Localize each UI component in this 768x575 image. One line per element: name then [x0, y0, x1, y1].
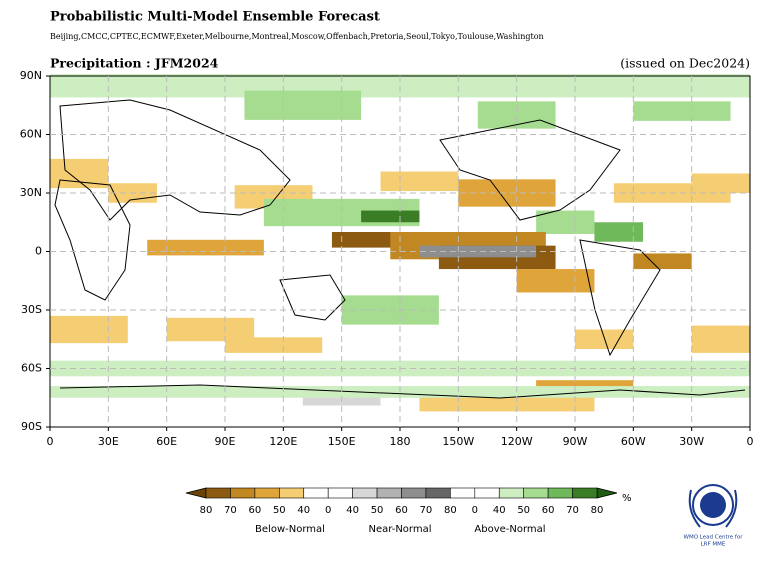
centres: Beijing,CMCC,CPTEC,ECMWF,Exeter,Melbourn… — [50, 32, 544, 41]
anomaly-patch — [331, 232, 400, 248]
colorbar-segment — [205, 487, 231, 499]
colorbar-label: 40 — [346, 505, 359, 516]
colorbar-label: 70 — [224, 505, 237, 516]
coastline — [59, 384, 746, 399]
lat-label: 60N — [20, 128, 42, 141]
anomaly-patch — [536, 210, 595, 234]
colorbar-segment — [254, 487, 280, 499]
anomaly-patch — [50, 315, 128, 344]
colorbar-segment — [474, 487, 500, 499]
colorbar-segment — [572, 487, 598, 499]
lon-label: 90W — [563, 435, 588, 448]
lat-label: 30S — [21, 303, 42, 316]
lat-label: 60S — [21, 362, 42, 375]
anomaly-patch — [225, 337, 323, 353]
lon-label: 180 — [390, 435, 411, 448]
colorbar-segment — [303, 487, 329, 499]
lat-label: 0 — [35, 245, 42, 258]
anomaly-patch — [594, 222, 644, 242]
colorbar-label: 50 — [273, 505, 286, 516]
anomaly-patch — [516, 269, 595, 293]
lon-label: 0 — [747, 435, 754, 448]
lon-label: 60E — [156, 435, 177, 448]
logo-ring — [692, 484, 734, 526]
anomaly-patch — [147, 239, 264, 256]
colorbar-label: 80 — [591, 505, 604, 516]
logo-globe — [700, 492, 726, 518]
colorbar-category: Above-Normal — [474, 524, 545, 535]
anomaly-patch — [380, 171, 459, 192]
colorbar-label: 50 — [517, 505, 530, 516]
anomaly-patch — [166, 317, 255, 342]
lon-label: 30W — [679, 435, 704, 448]
colorbar-arrow — [596, 487, 618, 499]
logo-text: LRF MME — [701, 542, 726, 548]
colorbar-segment — [547, 487, 573, 499]
colorbar-label: 60 — [249, 505, 262, 516]
colorbar-segment — [327, 487, 353, 499]
colorbar-label: 0 — [472, 505, 478, 516]
lat-label: 90N — [20, 69, 42, 82]
lon-label: 150W — [442, 435, 474, 448]
colorbar-arrow — [185, 487, 207, 499]
colorbar-segment — [401, 487, 427, 499]
colorbar-segment — [523, 487, 549, 499]
colorbar-label: 40 — [297, 505, 310, 516]
anomaly-patch — [477, 101, 556, 129]
colorbar: 80 70 60 50 40 0 40 50 60 70 80 0 40 50 60 70 80% Below-N… — [185, 487, 632, 535]
colorbar-label: 40 — [493, 505, 506, 516]
lon-label: 150E — [328, 435, 356, 448]
title: Probabilistic Multi-Model Ensemble Forec… — [50, 10, 380, 25]
coastline — [54, 179, 131, 301]
anomaly-patch — [361, 210, 420, 223]
lon-label: 30E — [98, 435, 119, 448]
lon-label: 60W — [621, 435, 646, 448]
anomaly-patch — [419, 245, 537, 258]
colorbar-category: Below-Normal — [255, 524, 325, 535]
colorbar-label: 80 — [200, 505, 213, 516]
lat-label: 90S — [21, 420, 42, 433]
logo-laurels — [688, 489, 738, 528]
anomaly-patch — [575, 329, 634, 349]
lon-label: 90E — [215, 435, 236, 448]
wmo-logo: WMO Lead Centre for LRF MME — [684, 484, 744, 548]
colorbar-label: 60 — [542, 505, 555, 516]
colorbar-segment — [230, 487, 256, 499]
anomaly-patch — [691, 325, 750, 353]
anomaly-patch — [691, 173, 750, 193]
anomaly-patch — [244, 90, 362, 120]
colorbar-unit: % — [622, 493, 632, 504]
anomaly-patch — [633, 101, 731, 121]
colorbar-segment — [376, 487, 402, 499]
lon-label: 120E — [269, 435, 297, 448]
colorbar-segment — [352, 487, 378, 499]
variable: Precipitation : JFM2024 — [50, 56, 219, 71]
colorbar-label: 0 — [325, 505, 331, 516]
lat-label: 30N — [20, 186, 42, 199]
colorbar-label: 60 — [395, 505, 408, 516]
colorbar-segment — [450, 487, 476, 499]
colorbar-label: 70 — [420, 505, 433, 516]
anomaly-patch — [633, 253, 692, 270]
lon-label: 120W — [501, 435, 533, 448]
logo-text: WMO Lead Centre for — [684, 535, 744, 541]
colorbar-segment — [279, 487, 305, 499]
issued: (issued on Dec2024) — [620, 56, 750, 71]
colorbar-label: 80 — [444, 505, 457, 516]
colorbar-label: 50 — [371, 505, 384, 516]
colorbar-segment — [425, 487, 451, 499]
coastline — [439, 119, 621, 221]
lon-label: 0 — [47, 435, 54, 448]
colorbar-segment — [498, 487, 524, 499]
colorbar-category: Near-Normal — [368, 524, 431, 535]
coastline — [59, 99, 291, 221]
colorbar-label: 70 — [566, 505, 579, 516]
